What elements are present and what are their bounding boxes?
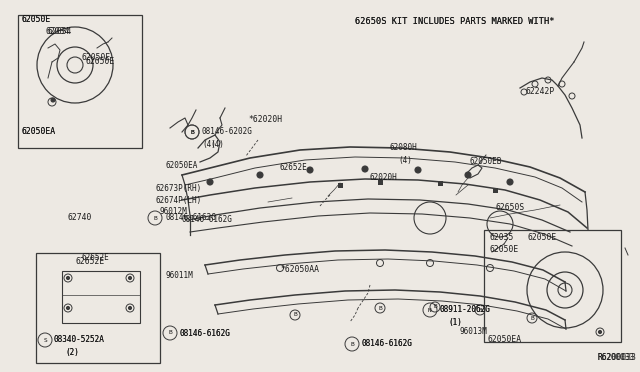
Text: 96013M: 96013M	[460, 327, 488, 337]
Circle shape	[415, 167, 421, 173]
Text: (4): (4)	[210, 140, 224, 148]
Circle shape	[507, 179, 513, 185]
Text: 62050EB: 62050EB	[470, 157, 502, 167]
Text: 62652E: 62652E	[280, 164, 308, 173]
Text: 62050E: 62050E	[22, 16, 51, 25]
Text: B: B	[530, 315, 534, 321]
Bar	[337, 183, 342, 187]
Text: 62650S: 62650S	[495, 203, 524, 212]
Text: 08146-6162G: 08146-6162G	[180, 328, 231, 337]
Circle shape	[67, 307, 70, 310]
Text: 08146-6162G: 08146-6162G	[182, 215, 233, 224]
Text: *62020H: *62020H	[248, 115, 282, 125]
Text: 62242P: 62242P	[525, 87, 554, 96]
Text: 62050E: 62050E	[22, 16, 51, 25]
Text: 62035: 62035	[490, 234, 515, 243]
Bar	[484, 230, 621, 342]
Text: S: S	[43, 337, 47, 343]
Text: 62034: 62034	[48, 28, 72, 36]
Text: 62673P(RH): 62673P(RH)	[155, 183, 201, 192]
Text: 62050E: 62050E	[528, 234, 557, 243]
Text: 08911-2062G: 08911-2062G	[440, 305, 491, 314]
Circle shape	[129, 276, 131, 279]
Text: B: B	[350, 341, 354, 346]
Text: 08911-2062G: 08911-2062G	[440, 305, 491, 314]
Text: 62674P(LH): 62674P(LH)	[155, 196, 201, 205]
Text: 62050EA: 62050EA	[22, 128, 56, 137]
Text: 62034: 62034	[45, 28, 69, 36]
Text: (1): (1)	[448, 317, 462, 327]
Circle shape	[465, 172, 471, 178]
Text: (2): (2)	[65, 347, 79, 356]
Text: 62050EA: 62050EA	[488, 336, 522, 344]
Text: R6200033: R6200033	[598, 353, 637, 362]
Text: 96012M: 96012M	[160, 208, 188, 217]
Bar	[438, 180, 442, 186]
Circle shape	[362, 166, 368, 172]
Text: B: B	[433, 305, 437, 310]
Text: 08340-5252A: 08340-5252A	[54, 336, 105, 344]
Circle shape	[129, 307, 131, 310]
Text: B: B	[153, 215, 157, 221]
Text: (4): (4)	[202, 140, 216, 148]
Text: 62050E: 62050E	[490, 246, 519, 254]
Text: 62050EA: 62050EA	[22, 128, 56, 137]
Text: (1): (1)	[448, 317, 462, 327]
Text: B: B	[293, 312, 297, 317]
Text: 08146-6162G: 08146-6162G	[362, 340, 413, 349]
Text: B: B	[478, 308, 482, 312]
Circle shape	[67, 276, 70, 279]
Bar	[378, 180, 383, 185]
Text: (2): (2)	[65, 347, 79, 356]
Text: 08146-6162G: 08146-6162G	[165, 214, 216, 222]
Bar	[62, 271, 140, 323]
Text: 96011M: 96011M	[165, 270, 193, 279]
Text: 62050EA: 62050EA	[165, 160, 197, 170]
Text: 08146-6162G: 08146-6162G	[362, 340, 413, 349]
Text: 62650S KIT INCLUDES PARTS MARKED WITH*: 62650S KIT INCLUDES PARTS MARKED WITH*	[355, 17, 554, 26]
Bar	[36, 253, 160, 363]
Circle shape	[598, 330, 602, 334]
Text: 62740: 62740	[68, 214, 92, 222]
Text: R6200033: R6200033	[598, 353, 635, 362]
Text: 62050E: 62050E	[85, 58, 115, 67]
Circle shape	[307, 167, 313, 173]
Circle shape	[257, 172, 263, 178]
Text: B: B	[168, 330, 172, 336]
Text: B: B	[378, 305, 382, 311]
Bar	[493, 187, 497, 192]
Text: B: B	[190, 129, 194, 135]
Text: 62652E: 62652E	[75, 257, 104, 266]
Circle shape	[51, 98, 55, 102]
Circle shape	[207, 179, 213, 185]
Text: B: B	[190, 129, 194, 135]
Text: 62652E: 62652E	[82, 253, 109, 263]
Text: 62080H: 62080H	[390, 144, 418, 153]
Text: 62650S KIT INCLUDES PARTS MARKED WITH*: 62650S KIT INCLUDES PARTS MARKED WITH*	[355, 17, 554, 26]
Text: 08146-6162G: 08146-6162G	[180, 328, 231, 337]
Bar	[18, 15, 142, 148]
Text: (4): (4)	[398, 155, 412, 164]
Text: N: N	[428, 308, 432, 312]
Text: 62050E: 62050E	[82, 54, 111, 62]
Text: 62020H: 62020H	[370, 173, 397, 183]
Text: *62050AA: *62050AA	[280, 266, 319, 275]
Text: 08340-5252A: 08340-5252A	[54, 336, 105, 344]
Text: 08146-6202G: 08146-6202G	[202, 128, 253, 137]
